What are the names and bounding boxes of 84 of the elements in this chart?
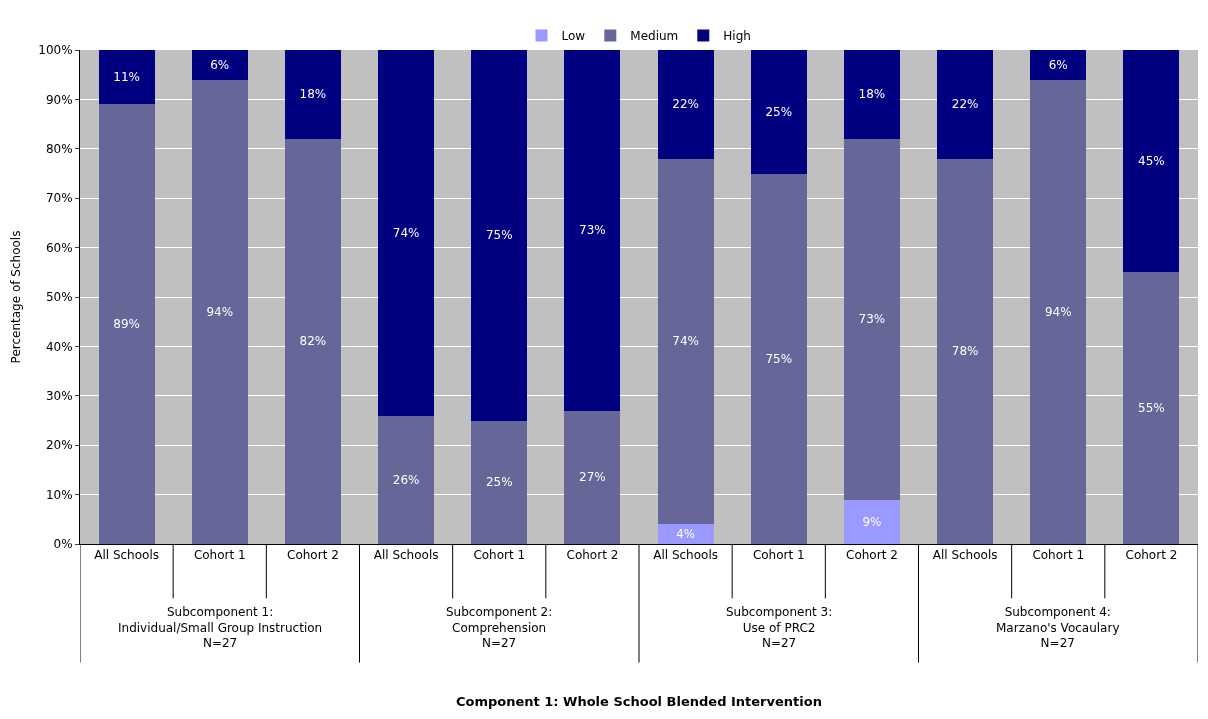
bar (1030, 50, 1087, 80)
data-label: 75% (765, 351, 793, 366)
bar (657, 50, 714, 159)
bar (191, 50, 248, 80)
x-tick-label: Cohort 2 (287, 548, 339, 563)
bar (378, 415, 435, 544)
bar (98, 104, 155, 544)
data-label: 25% (765, 104, 793, 119)
y-tick-label: 80% (45, 142, 73, 156)
text: Subcomponent 2: Comprehension N=27 (446, 605, 553, 651)
y-tick-label: 30% (45, 389, 73, 403)
data-label: 94% (206, 304, 234, 319)
x-tick-label: Cohort 2 (566, 548, 619, 563)
legend-label: Medium (630, 29, 679, 44)
data-label: 45% (1138, 154, 1165, 169)
bar (657, 524, 714, 544)
x-tick-label: All Schools (94, 548, 159, 563)
data-label: 6% (210, 57, 230, 72)
bar (937, 50, 994, 159)
bar (564, 410, 621, 544)
bar (284, 138, 341, 544)
y-tick-label: 40% (45, 339, 73, 354)
data-label: 75% (485, 228, 513, 243)
data-label: 27% (579, 470, 606, 485)
bar (750, 50, 807, 174)
bar (378, 50, 435, 416)
text: Subcomponent 4: Marzano's Vocaulary N=27 (996, 605, 1120, 651)
bar (471, 50, 528, 421)
bar (843, 50, 900, 139)
y-tick-label: 70% (45, 191, 73, 206)
y-tick-label: 100% (38, 43, 73, 58)
text: Component 1: Whole School Blended Intervention (456, 694, 822, 709)
x-tick-label: All Schools (932, 548, 998, 563)
legend-label: Low (561, 29, 586, 44)
bar (843, 499, 900, 544)
y-axis-title: Percentage of Schools (8, 230, 23, 364)
y-tick-label: 60% (45, 240, 73, 255)
data-label: 18% (858, 87, 886, 102)
bar (937, 158, 994, 544)
data-label: 22% (672, 97, 699, 112)
bar (1030, 79, 1087, 544)
bar (471, 420, 528, 544)
data-label: 22% (951, 97, 979, 112)
y-tick-label: 50% (45, 290, 73, 305)
data-label: 11% (113, 70, 140, 85)
bar (1123, 272, 1180, 544)
x-tick-label: Cohort 2 (1125, 548, 1178, 563)
y-tick-label: 20% (45, 438, 73, 453)
data-label: 26% (392, 472, 420, 487)
text: Subcomponent 3: Use of PRC2 N=27 (726, 605, 833, 651)
x-tick-label: Cohort 1 (473, 548, 526, 563)
y-tick-label: 10% (45, 487, 73, 502)
text: Subcomponent 1: Individual/Small Group Instruction N=27 (118, 605, 323, 651)
bar (657, 158, 714, 525)
x-tick-label: All Schools (373, 548, 439, 563)
bar (843, 138, 900, 500)
bar (1123, 50, 1180, 273)
data-label: 4% (676, 527, 695, 542)
data-label: 9% (862, 514, 882, 529)
data-label: 73% (858, 312, 886, 327)
data-label: 74% (672, 334, 699, 349)
data-label: 73% (579, 223, 606, 238)
x-tick-label: Cohort 1 (752, 548, 805, 563)
y-tick-label: 0% (53, 537, 73, 552)
x-tick-label: All Schools (653, 548, 718, 563)
data-label: 18% (299, 87, 327, 102)
data-label: 25% (485, 475, 513, 490)
bar (750, 173, 807, 544)
data-label: 6% (1048, 57, 1068, 72)
y-tick-label: 90% (45, 92, 73, 107)
bar (284, 50, 341, 139)
x-tick-label: Cohort 1 (1032, 548, 1085, 563)
x-tick-label: Cohort 2 (846, 548, 898, 563)
data-label: 82% (299, 334, 327, 349)
data-label: 74% (392, 225, 420, 240)
legend-label: High (723, 29, 751, 44)
bar (564, 50, 621, 411)
data-label: 94% (1044, 304, 1072, 319)
data-label: 78% (951, 344, 979, 359)
bar (98, 50, 155, 105)
data-label: 55% (1138, 401, 1165, 416)
bar (191, 79, 248, 544)
x-tick-label: Cohort 1 (193, 548, 246, 563)
data-label: 89% (113, 317, 140, 332)
